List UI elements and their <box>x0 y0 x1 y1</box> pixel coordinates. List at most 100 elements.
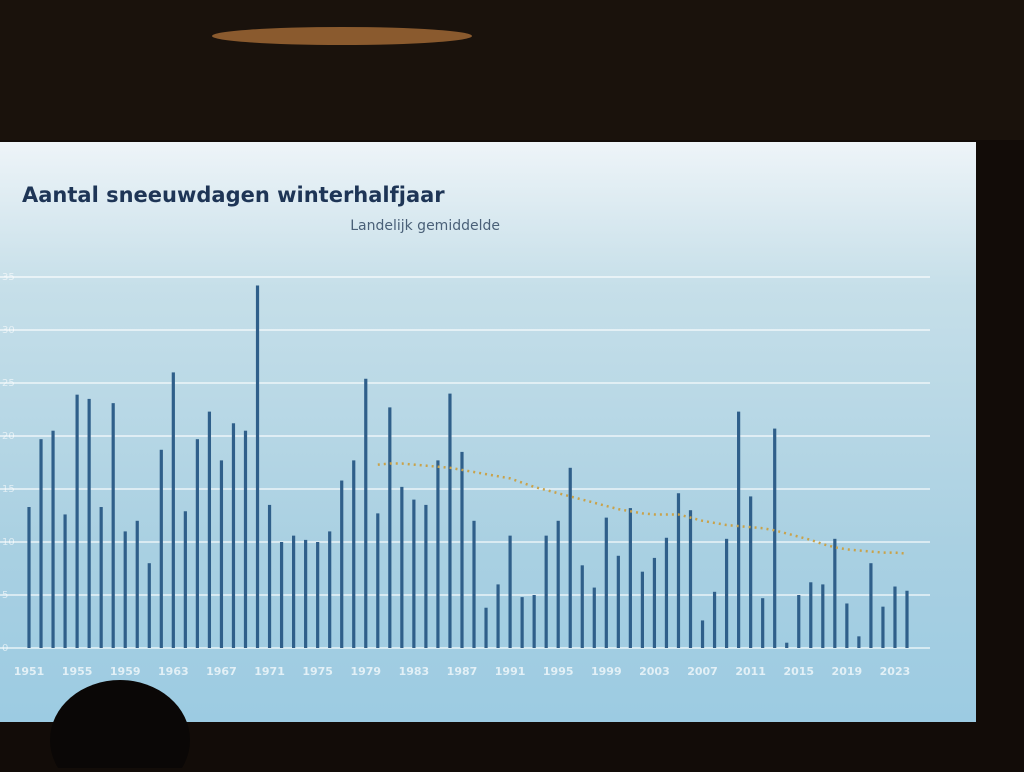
bar <box>785 642 789 648</box>
bar <box>207 411 212 648</box>
x-tick-label: 2007 <box>687 665 718 678</box>
bar <box>628 508 632 648</box>
trend-line <box>377 462 908 555</box>
bar <box>833 538 837 648</box>
bar <box>472 520 476 648</box>
bar <box>376 513 380 648</box>
x-tick-label: 1971 <box>254 665 285 678</box>
y-tick-label: 10 <box>2 537 15 548</box>
bar <box>147 563 151 648</box>
bar <box>664 537 669 648</box>
bar <box>821 584 825 648</box>
bar <box>761 598 765 648</box>
y-tick-label: 20 <box>2 431 15 442</box>
bar <box>640 571 644 648</box>
bar <box>183 511 187 648</box>
bar <box>616 555 620 648</box>
bar <box>857 636 861 648</box>
y-tick-label: 30 <box>2 325 15 336</box>
bar <box>436 460 440 648</box>
head-silhouette <box>50 680 190 772</box>
bar <box>352 460 356 648</box>
bar <box>688 510 693 648</box>
x-tick-label: 1987 <box>447 665 478 678</box>
bar <box>568 467 572 648</box>
bar <box>412 499 416 648</box>
bar <box>845 603 849 648</box>
y-tick-label: 5 <box>2 590 8 601</box>
x-tick-label: 1995 <box>543 665 574 678</box>
x-tick-label: 1951 <box>14 665 45 678</box>
bar <box>99 507 103 648</box>
bar <box>652 557 657 648</box>
bar <box>676 493 681 648</box>
bar <box>893 586 897 648</box>
x-tick-label: 1955 <box>62 665 93 678</box>
y-tick-label: 25 <box>2 378 15 389</box>
bar <box>508 535 512 648</box>
x-tick-label: 2019 <box>832 665 863 678</box>
bar <box>171 372 175 648</box>
bar <box>135 520 139 648</box>
y-tick-label: 0 <box>2 643 8 654</box>
bar <box>328 531 332 648</box>
bar <box>255 285 260 648</box>
bar <box>460 451 464 648</box>
x-tick-label: 2011 <box>735 665 766 678</box>
bar <box>123 531 127 648</box>
bar <box>195 439 199 648</box>
bar <box>279 542 284 648</box>
chart-title: Aantal sneeuwdagen winterhalfjaar <box>22 183 445 207</box>
bar <box>448 393 452 648</box>
bar <box>809 582 813 648</box>
bar <box>364 378 368 648</box>
bar <box>27 507 31 648</box>
bar <box>556 520 560 648</box>
bar <box>388 407 392 648</box>
x-tick-label: 2023 <box>880 665 911 678</box>
chart-subtitle: Landelijk gemiddelde <box>350 218 500 234</box>
bar <box>87 398 91 648</box>
bar <box>724 538 729 648</box>
bar <box>797 595 801 648</box>
bar <box>316 542 320 648</box>
bar <box>905 590 909 648</box>
bar <box>484 607 488 648</box>
bar <box>424 504 428 648</box>
bar <box>881 606 885 648</box>
x-tick-label: 1963 <box>158 665 189 678</box>
bar <box>580 565 584 648</box>
y-tick-label: 15 <box>2 484 15 495</box>
bar <box>592 587 596 648</box>
bar <box>532 595 536 648</box>
y-tick-label: 35 <box>2 272 15 283</box>
bar <box>869 563 873 648</box>
bar <box>304 539 308 648</box>
x-tick-label: 1975 <box>302 665 333 678</box>
x-tick-label: 1979 <box>350 665 381 678</box>
bar <box>604 517 608 648</box>
bar <box>63 514 67 648</box>
bar <box>243 430 248 648</box>
x-tick-label: 2015 <box>783 665 814 678</box>
bar <box>51 430 55 648</box>
bar <box>159 449 163 648</box>
bar <box>111 403 115 648</box>
bar <box>231 423 236 648</box>
x-tick-label: 1991 <box>495 665 526 678</box>
x-tick-label: 1983 <box>399 665 430 678</box>
bar <box>39 439 43 648</box>
bar <box>773 428 777 648</box>
bar <box>749 496 753 648</box>
ceiling <box>0 0 1024 140</box>
bar <box>544 535 548 648</box>
x-tick-label: 1959 <box>110 665 141 678</box>
bar <box>737 411 741 648</box>
bar <box>496 584 500 648</box>
bar <box>520 597 524 648</box>
x-tick-label: 1999 <box>591 665 622 678</box>
bar <box>712 591 717 648</box>
bar <box>292 535 296 648</box>
